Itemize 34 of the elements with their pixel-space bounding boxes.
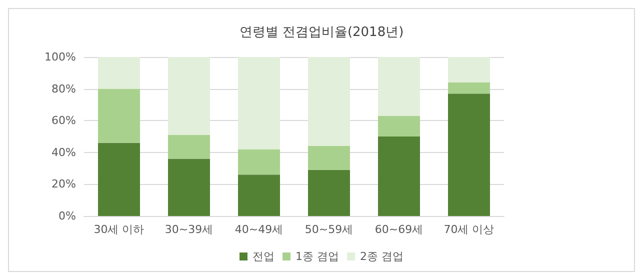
legend-label: 전업 [252, 250, 275, 263]
y-tick-label: 20% [52, 178, 76, 191]
bar [308, 146, 350, 170]
y-tick-label: 60% [52, 114, 76, 128]
x-tick-label: 30세 이하 [94, 223, 144, 236]
bar [238, 57, 280, 150]
bar [308, 170, 350, 216]
bar [238, 149, 280, 175]
legend-label: 2종 겸업 [360, 250, 404, 263]
bar [448, 82, 490, 94]
bar [98, 88, 140, 143]
bar [308, 57, 350, 146]
bar [98, 142, 140, 216]
bar [168, 158, 210, 216]
chart-title: 연령별 전겸업비율(2018년) [239, 25, 404, 40]
bar [98, 57, 140, 89]
x-tick-label: 50~59세 [304, 223, 354, 236]
x-tick-label: 40~49세 [234, 223, 284, 236]
legend-label: 1종 겸업 [296, 250, 340, 263]
bar [168, 57, 210, 135]
bar [238, 174, 280, 216]
y-tick-label: 0% [58, 210, 76, 222]
bar [378, 57, 420, 116]
x-tick-label: 60~69세 [374, 223, 424, 236]
bar [378, 136, 420, 216]
y-tick-label: 80% [52, 82, 76, 96]
y-tick-label: 100% [44, 50, 76, 64]
y-tick-label: 40% [52, 146, 76, 159]
x-tick-label: 30~39세 [164, 223, 214, 236]
bar [448, 94, 490, 216]
bar [378, 116, 420, 136]
x-tick-label: 70세 이상 [444, 223, 494, 236]
bar [168, 134, 210, 159]
bar [448, 57, 490, 82]
